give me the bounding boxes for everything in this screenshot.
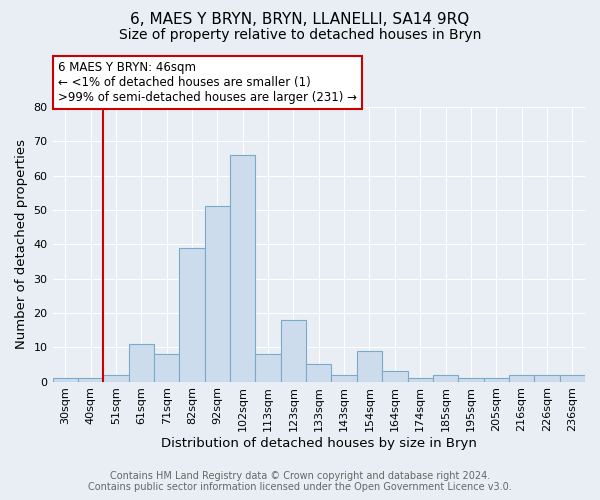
Bar: [534, 374, 560, 382]
Bar: [433, 374, 458, 382]
Text: Contains HM Land Registry data © Crown copyright and database right 2024.
Contai: Contains HM Land Registry data © Crown c…: [88, 471, 512, 492]
Bar: [484, 378, 509, 382]
Bar: [53, 378, 78, 382]
Bar: [458, 378, 484, 382]
Bar: [509, 374, 534, 382]
Bar: [256, 354, 281, 382]
Bar: [103, 374, 128, 382]
Bar: [78, 378, 103, 382]
Bar: [357, 350, 382, 382]
Bar: [382, 372, 407, 382]
Bar: [205, 206, 230, 382]
Bar: [179, 248, 205, 382]
Text: 6 MAES Y BRYN: 46sqm
← <1% of detached houses are smaller (1)
>99% of semi-detac: 6 MAES Y BRYN: 46sqm ← <1% of detached h…: [58, 61, 357, 104]
Bar: [281, 320, 306, 382]
Bar: [560, 374, 585, 382]
Text: Size of property relative to detached houses in Bryn: Size of property relative to detached ho…: [119, 28, 481, 42]
Bar: [407, 378, 433, 382]
Bar: [154, 354, 179, 382]
Y-axis label: Number of detached properties: Number of detached properties: [15, 139, 28, 349]
X-axis label: Distribution of detached houses by size in Bryn: Distribution of detached houses by size …: [161, 437, 477, 450]
Bar: [331, 374, 357, 382]
Bar: [230, 155, 256, 382]
Bar: [306, 364, 331, 382]
Text: 6, MAES Y BRYN, BRYN, LLANELLI, SA14 9RQ: 6, MAES Y BRYN, BRYN, LLANELLI, SA14 9RQ: [130, 12, 470, 28]
Bar: [128, 344, 154, 382]
